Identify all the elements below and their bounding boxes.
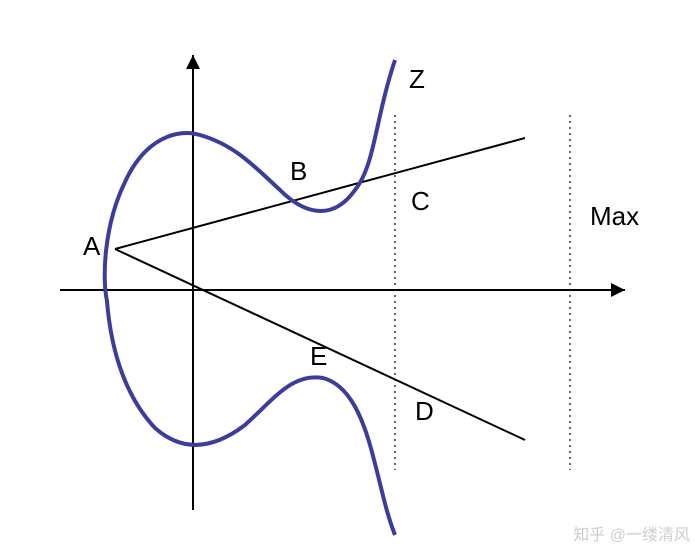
label-Z: Z (409, 64, 425, 94)
main-curve (105, 60, 395, 535)
label-B: B (290, 156, 307, 186)
label-D: D (415, 396, 434, 426)
ray-0 (115, 138, 525, 249)
label-A: A (83, 231, 101, 261)
label-Max: Max (590, 201, 639, 231)
labels-group: A B C D E Z Max (83, 64, 639, 426)
label-E: E (310, 341, 327, 371)
label-C: C (411, 186, 430, 216)
watermark: 知乎 @一缕清风 (573, 526, 690, 544)
y-axis-arrow (186, 55, 200, 69)
x-axis-arrow (611, 283, 625, 297)
